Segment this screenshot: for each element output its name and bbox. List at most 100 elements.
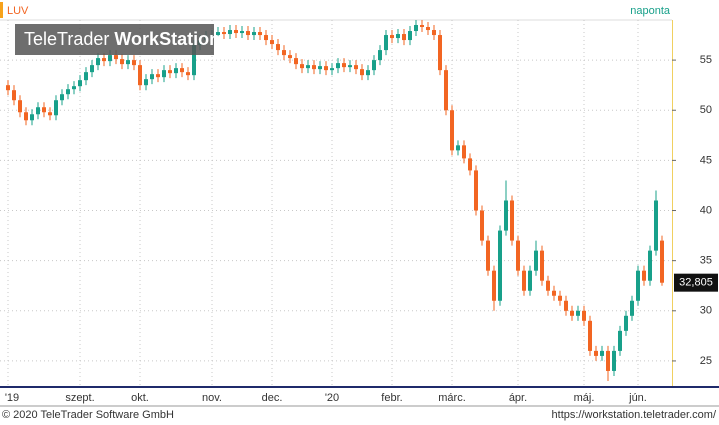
candle-body	[72, 86, 76, 90]
candle-body	[276, 44, 280, 51]
candle-body	[462, 145, 466, 159]
candle-body	[654, 200, 658, 251]
watermark-product: WorkStation	[114, 29, 220, 49]
y-tick-label: 45	[700, 154, 712, 166]
candle-body	[216, 32, 220, 36]
candle-body	[354, 65, 358, 70]
footer-copyright: © 2020 TeleTrader Software GmbH	[2, 409, 174, 421]
candle-body	[426, 27, 430, 31]
candle-body	[516, 240, 520, 271]
x-tick-label: febr.	[381, 392, 402, 404]
candle-body	[558, 295, 562, 301]
candle-body	[6, 85, 10, 91]
candle-body	[12, 90, 16, 101]
y-tick-label: 50	[700, 104, 712, 116]
candle-body	[420, 25, 424, 28]
candle-body	[438, 35, 442, 71]
x-tick-label: márc.	[438, 392, 466, 404]
candle-body	[648, 250, 652, 281]
x-tick-label: szept.	[65, 392, 94, 404]
candle-body	[174, 68, 178, 74]
candle-body	[498, 230, 502, 301]
candle-body	[612, 350, 616, 371]
candle-body	[630, 300, 634, 316]
candle-body	[336, 63, 340, 69]
candle-body	[222, 32, 226, 35]
y-tick-label: 30	[700, 305, 712, 317]
candle-body	[522, 270, 526, 291]
candle-body	[108, 55, 112, 62]
symbol: LUV	[7, 5, 29, 17]
candle-body	[342, 63, 346, 68]
x-tick-label: '19	[5, 392, 19, 404]
candle-body	[594, 350, 598, 356]
candle-body	[48, 112, 52, 116]
candle-body	[192, 45, 196, 76]
candle-body	[246, 31, 250, 36]
candle-body	[138, 65, 142, 86]
candle-body	[444, 70, 448, 111]
candle-body	[264, 35, 268, 41]
candle-body	[84, 72, 88, 81]
candle-body	[432, 30, 436, 36]
candle-body	[300, 64, 304, 69]
candle-body	[234, 30, 238, 34]
candle-body	[186, 72, 190, 76]
candle-body	[492, 270, 496, 301]
candle-body	[486, 240, 490, 271]
watermark-box	[15, 24, 214, 55]
candle-body	[240, 31, 244, 34]
candle-body	[642, 270, 646, 281]
candle-body	[252, 32, 256, 36]
x-tick-label: '20	[325, 392, 339, 404]
candle-body	[510, 200, 514, 241]
candle-body	[318, 66, 322, 70]
watermark: TeleTrader WorkStation	[24, 29, 220, 49]
candle-body	[156, 74, 160, 78]
y-tick-label: 40	[700, 204, 712, 216]
candle-body	[624, 315, 628, 331]
candle-body	[450, 110, 454, 151]
watermark-brand: TeleTrader	[24, 29, 109, 49]
candle-body	[324, 66, 328, 71]
candle-body	[528, 270, 532, 291]
candle-body	[474, 170, 478, 211]
candle-body	[504, 200, 508, 231]
candle-body	[570, 310, 574, 316]
candle-body	[564, 300, 568, 311]
candle-body	[228, 30, 232, 35]
candle-body	[582, 310, 586, 321]
candle-body	[360, 69, 364, 76]
last-price-label: 32,805	[679, 277, 713, 289]
candle-body	[306, 65, 310, 69]
candle-body	[54, 100, 58, 116]
candle-body	[258, 32, 262, 36]
candle-body	[366, 70, 370, 76]
plot	[0, 20, 672, 386]
candle-body	[96, 58, 100, 66]
candle-body	[576, 310, 580, 316]
candle-body	[660, 240, 664, 283]
x-tick-label: nov.	[202, 392, 222, 404]
last-price-box	[674, 273, 718, 292]
candle-body	[384, 35, 388, 51]
candle-body	[618, 330, 622, 351]
candle-body	[468, 158, 472, 171]
candle-body	[114, 55, 118, 60]
candle-body	[36, 107, 40, 115]
candle-body	[480, 210, 484, 241]
candle-body	[372, 60, 376, 71]
candle-body	[120, 59, 124, 65]
candle-body	[18, 100, 22, 113]
candle-body	[282, 50, 286, 56]
candle-body	[24, 112, 28, 121]
candle-body	[90, 65, 94, 73]
candle-body	[396, 34, 400, 39]
candle-body	[78, 80, 82, 87]
candle-body	[288, 55, 292, 59]
symbol-marker	[0, 2, 3, 18]
candle-body	[126, 60, 130, 65]
candle-body	[102, 58, 106, 62]
